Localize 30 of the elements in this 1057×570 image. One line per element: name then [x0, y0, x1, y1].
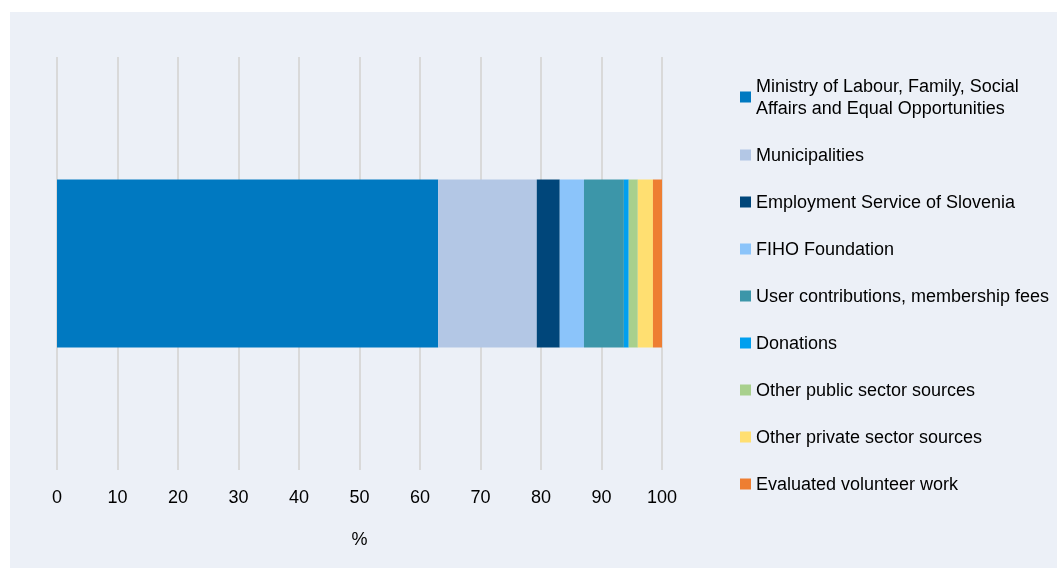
x-tick-label: 30	[228, 487, 249, 507]
legend-label: Employment Service of Slovenia	[756, 192, 1017, 212]
legend-label: User contributions, membership fees	[756, 286, 1050, 306]
bar	[536, 179, 560, 348]
x-axis-title: %	[351, 529, 368, 549]
x-tick-label: 20	[167, 487, 189, 507]
legend-label: Other public sector sources	[756, 380, 976, 400]
x-tick-label: 60	[409, 487, 431, 507]
bar	[583, 179, 624, 348]
bar	[652, 179, 662, 348]
bar	[559, 179, 584, 348]
legend-label: Other private sector sources	[756, 427, 983, 447]
x-tick-label: 0	[51, 487, 63, 507]
bar	[637, 179, 653, 348]
x-tick-label: 50	[349, 487, 370, 507]
x-tick-label: 80	[530, 487, 552, 507]
x-tick-label: 90	[591, 487, 612, 507]
legend-label: Evaluated volunteer work	[756, 474, 960, 494]
bar	[623, 179, 629, 348]
bar	[57, 179, 439, 348]
x-tick-label: 40	[288, 487, 310, 507]
bar	[438, 179, 537, 348]
legend-label: Ministry of Labour, Family, Social Affairs and Equal Opportunities	[756, 76, 1024, 118]
x-tick-label: 10	[107, 487, 128, 507]
bar	[628, 179, 638, 348]
x-tick-label: 70	[470, 487, 491, 507]
legend-label: FIHO Foundation	[756, 239, 895, 259]
legend-label: Municipalities	[756, 145, 865, 165]
legend-label: Donations	[756, 333, 838, 353]
x-tick-label: 100	[646, 487, 678, 507]
